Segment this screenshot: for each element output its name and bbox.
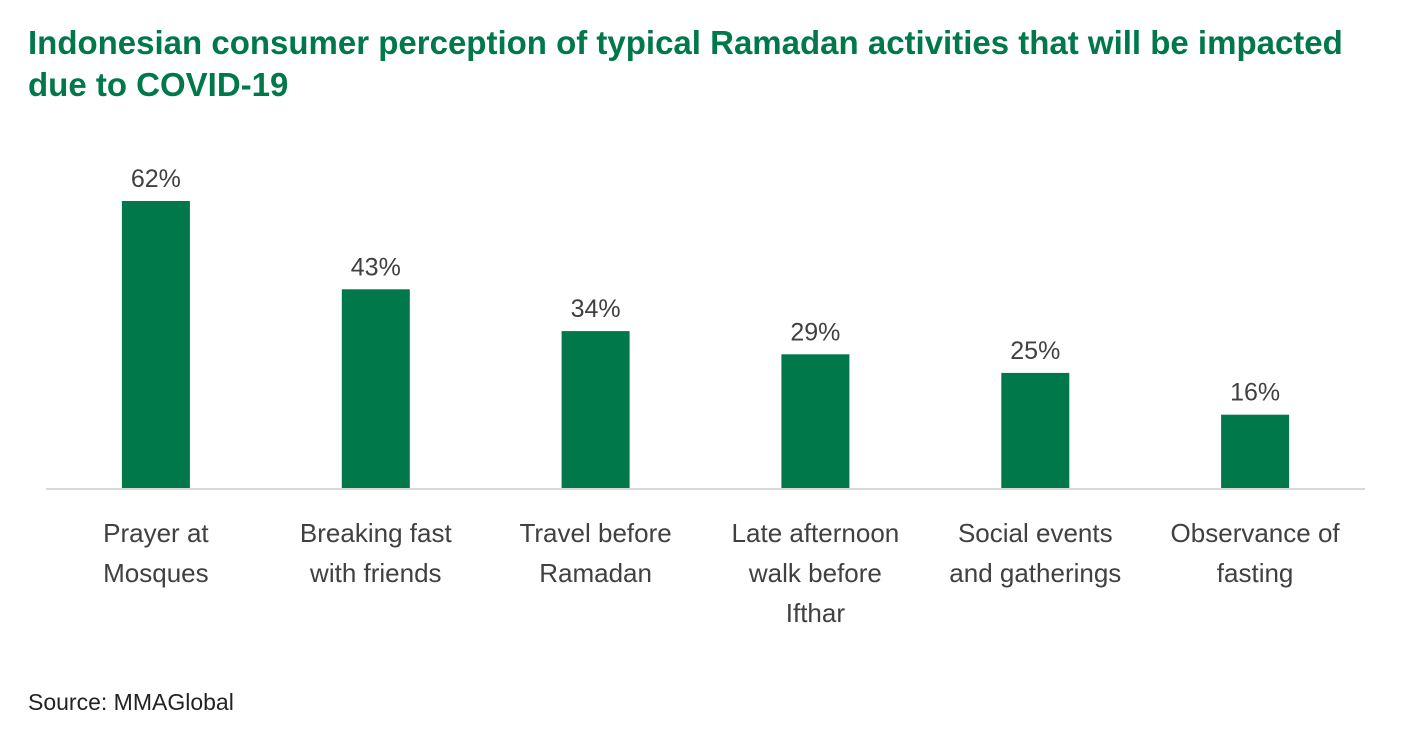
bar	[561, 331, 630, 489]
data-label: 16%	[1230, 379, 1280, 407]
bar	[1001, 372, 1070, 489]
bar	[121, 201, 190, 489]
data-label: 43%	[351, 253, 401, 281]
category-label: Observance of fasting	[1171, 518, 1341, 588]
bar	[781, 354, 850, 489]
bar-chart: 62% Prayer at Mosques 43% Breaking fast with …	[46, 165, 1365, 628]
data-label: 25%	[1010, 337, 1060, 365]
source-note: Source: MMAGlobal	[28, 689, 234, 715]
data-label: 29%	[790, 318, 840, 346]
category-label: Late afternoon walk before Ifthar	[732, 518, 900, 628]
category-label: Social events and gatherings	[949, 518, 1121, 588]
category-label: Travel before Ramadan	[519, 518, 671, 588]
chart-title: Indonesian consumer perception of typica…	[28, 24, 1343, 103]
category-label: Prayer at Mosques	[103, 518, 209, 588]
category-label: Breaking fast with friends	[300, 518, 453, 588]
bar	[1221, 414, 1290, 489]
bar	[341, 289, 410, 489]
data-label: 62%	[131, 165, 181, 193]
data-label: 34%	[571, 295, 621, 323]
